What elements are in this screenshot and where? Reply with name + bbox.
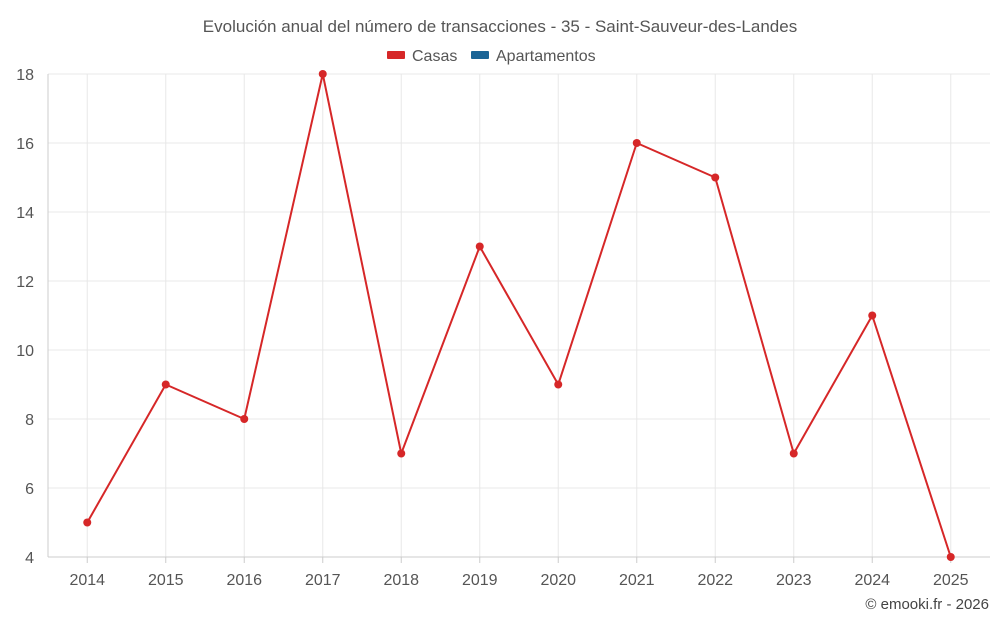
x-tick-label: 2018 [383,572,419,589]
data-point-casas-2015[interactable] [161,380,170,389]
axes: 4 6 8 10 12 14 16 18 2014 2015 2016 2017 2018 2019 202… [16,67,990,589]
data-point-casas-2016[interactable] [240,415,249,423]
data-point-casas-2024[interactable] [868,311,877,320]
data-point-casas-2025[interactable] [946,553,955,561]
data-point-casas-2023[interactable] [789,449,798,458]
legend-item-apartamentos[interactable]: Apartamentos [471,48,596,65]
grid [48,73,990,558]
y-tick-label: 4 [25,550,34,567]
data-point-casas-2018[interactable] [397,449,406,458]
data-point-casas-2022[interactable] [711,173,720,182]
x-tick-label: 2015 [148,572,184,589]
data-point-casas-2014[interactable] [83,518,92,527]
series [83,70,955,561]
x-tick-label: 2021 [619,572,655,589]
x-tick-label: 2020 [540,572,576,589]
y-tick-label: 16 [16,136,34,153]
legend-item-casas[interactable]: Casas [387,48,457,65]
legend-swatch-apartamentos [471,51,489,59]
credit-text: © emooki.fr - 2026 [865,596,989,613]
series-line-casas [86,73,952,558]
y-tick-label: 12 [16,274,34,291]
y-tick-label: 18 [16,67,34,84]
data-point-casas-2020[interactable] [554,380,563,389]
legend-swatch-casas [387,51,405,59]
x-tick-label: 2022 [697,572,733,589]
x-tick-label: 2014 [69,572,105,589]
x-tick-label: 2025 [933,572,969,589]
legend-label-casas: Casas [412,48,457,65]
y-tick-label: 8 [25,412,34,429]
y-tick-label: 14 [16,205,34,222]
x-tick-label: 2019 [462,572,498,589]
x-tick-label: 2016 [226,572,262,589]
legend: Casas Apartamentos [387,48,596,65]
data-point-casas-2021[interactable] [632,139,641,147]
y-tick-label: 6 [25,481,34,498]
x-tick-label: 2023 [776,572,812,589]
y-tick-label: 10 [16,343,34,360]
legend-label-apartamentos: Apartamentos [496,48,596,65]
data-point-casas-2019[interactable] [475,242,484,251]
data-point-casas-2017[interactable] [318,70,327,78]
x-tick-label: 2024 [854,572,890,589]
x-tick-label: 2017 [305,572,341,589]
chart-title: Evolución anual del número de transaccio… [203,17,797,36]
